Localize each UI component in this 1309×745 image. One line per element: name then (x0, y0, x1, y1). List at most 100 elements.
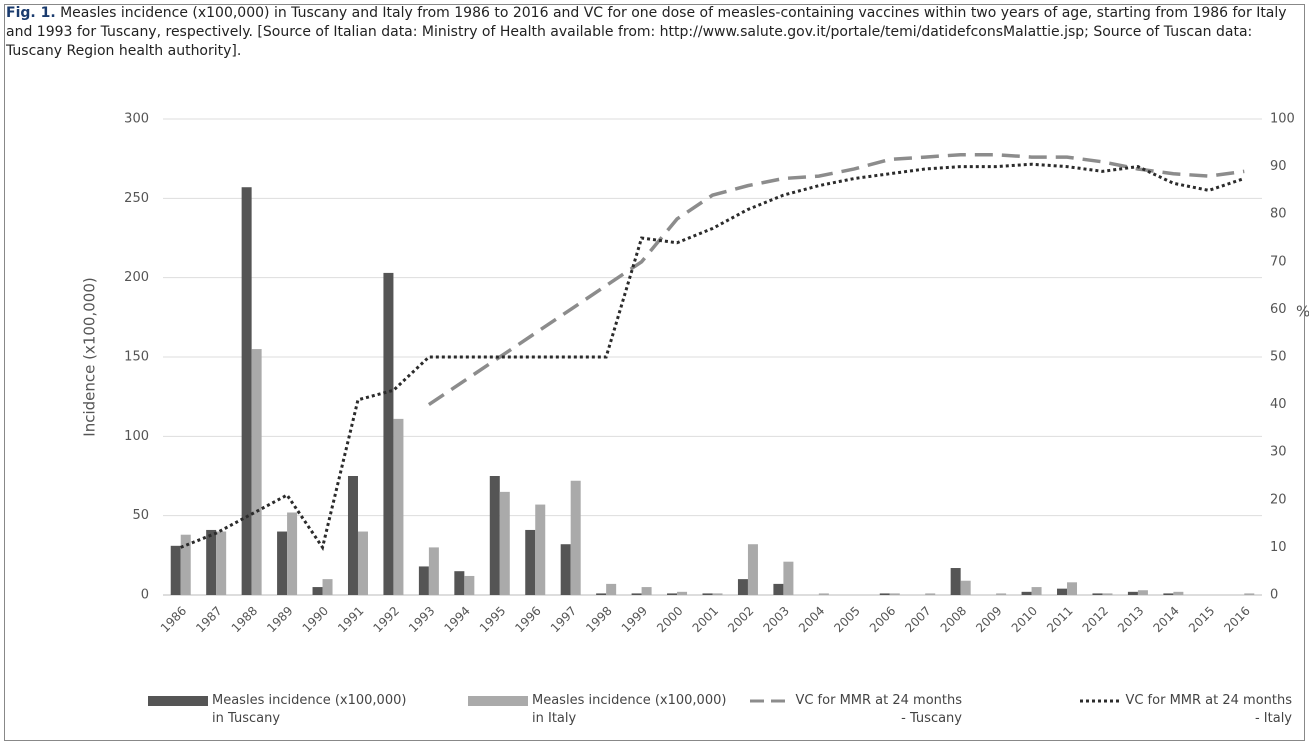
x-tick-label: 1989 (264, 604, 295, 635)
legend-swatch (468, 696, 528, 706)
bar (357, 531, 368, 595)
x-tick-label: 1992 (371, 604, 402, 635)
bar (1137, 590, 1148, 595)
bar (1021, 591, 1032, 595)
y2-tick-label: 80 (1270, 207, 1287, 222)
bar (170, 545, 181, 595)
bar (1092, 593, 1103, 595)
x-tick-label: 2009 (973, 604, 1004, 635)
y2-tick-label: 40 (1270, 397, 1287, 412)
legend-label: Measles incidence (x100,000) in Tuscany (212, 693, 407, 726)
bar (1057, 588, 1068, 595)
x-tick-label: 1995 (477, 604, 508, 635)
x-tick-label: 2008 (938, 604, 969, 635)
bar (667, 593, 678, 595)
x-tick-label: 2014 (1150, 604, 1181, 635)
bar (925, 593, 936, 595)
bar (383, 272, 394, 595)
x-tick-label: 1987 (193, 604, 224, 635)
caption-text: Measles incidence (x100,000) in Tuscany … (6, 5, 1287, 59)
bar (277, 531, 288, 595)
y2-tick-label: 90 (1270, 159, 1287, 174)
y-tick-label: 300 (124, 112, 149, 127)
line-series (180, 162, 1245, 552)
x-tick-label: 2005 (831, 604, 862, 635)
y2-tick-label: 10 (1270, 540, 1287, 555)
x-tick-label: 2000 (654, 604, 685, 635)
x-tick-label: 1994 (441, 604, 472, 635)
x-tick-label: 1990 (300, 604, 331, 635)
caption: Fig. 1. Measles incidence (x100,000) in … (6, 4, 1296, 61)
x-tick-label: 1996 (512, 604, 543, 635)
x-tick-label: 2007 (902, 604, 933, 635)
y2-axis-label: % (1296, 303, 1309, 321)
bar (677, 591, 688, 595)
x-tick-label: 2012 (1080, 604, 1111, 635)
bar (1244, 593, 1255, 595)
bar (889, 593, 900, 595)
bar (322, 579, 333, 595)
y2-tick-label: 50 (1270, 350, 1287, 365)
x-tick-label: 2011 (1044, 604, 1075, 635)
bar (783, 561, 794, 595)
bar (393, 418, 404, 595)
bar (1163, 593, 1174, 595)
bar (464, 575, 475, 595)
bar (1067, 582, 1078, 595)
y2-tick-label: 100 (1270, 112, 1295, 127)
bar (818, 593, 829, 595)
x-tick-label: 1997 (548, 604, 579, 635)
figure-frame (4, 4, 1305, 741)
y-tick-label: 50 (132, 508, 149, 523)
bar (1173, 591, 1184, 595)
bar (180, 534, 191, 595)
x-tick-label: 2002 (725, 604, 756, 635)
x-tick-label: 1999 (619, 604, 650, 635)
x-tick-label: 2006 (867, 604, 898, 635)
y-tick-label: 100 (124, 429, 149, 444)
y-tick-label: 250 (124, 191, 149, 206)
x-tick-label: 2004 (796, 604, 827, 635)
bar (525, 529, 536, 595)
bar (489, 476, 500, 595)
bar (1031, 587, 1042, 595)
x-tick-label: 2016 (1221, 604, 1252, 635)
y2-tick-label: 30 (1270, 445, 1287, 460)
bar (560, 544, 571, 595)
y-tick-label: 0 (141, 588, 149, 603)
bar (1127, 591, 1138, 595)
x-tick-label: 2001 (690, 604, 721, 635)
legend-label: VC for MMR at 24 months - Italy (1125, 693, 1292, 726)
bar (712, 593, 723, 595)
x-tick-label: 2013 (1115, 604, 1146, 635)
bar (596, 593, 607, 595)
x-tick-label: 1998 (583, 604, 614, 635)
y-axis-label: Incidence (x100,000) (81, 277, 99, 436)
y2-tick-label: 60 (1270, 302, 1287, 317)
bar (347, 476, 358, 595)
bar (1102, 593, 1113, 595)
bar (251, 349, 262, 595)
legend-label: VC for MMR at 24 months - Tuscany (795, 693, 962, 726)
line-series (427, 152, 1245, 407)
bar (428, 547, 439, 595)
bar (206, 529, 217, 595)
bar (216, 531, 227, 595)
x-tick-label: 2015 (1186, 604, 1217, 635)
bar (312, 587, 323, 595)
bar (454, 571, 465, 595)
bar (702, 593, 713, 595)
bar (535, 504, 546, 595)
bar (570, 480, 581, 595)
x-tick-label: 1986 (158, 604, 189, 635)
bar (241, 187, 252, 595)
bar (996, 593, 1007, 595)
y-tick-label: 150 (124, 350, 149, 365)
bar (418, 566, 429, 595)
y2-tick-label: 0 (1270, 588, 1278, 603)
bar (879, 593, 890, 595)
bar (960, 580, 971, 595)
x-tick-label: 1988 (229, 604, 260, 635)
bar (950, 568, 961, 595)
